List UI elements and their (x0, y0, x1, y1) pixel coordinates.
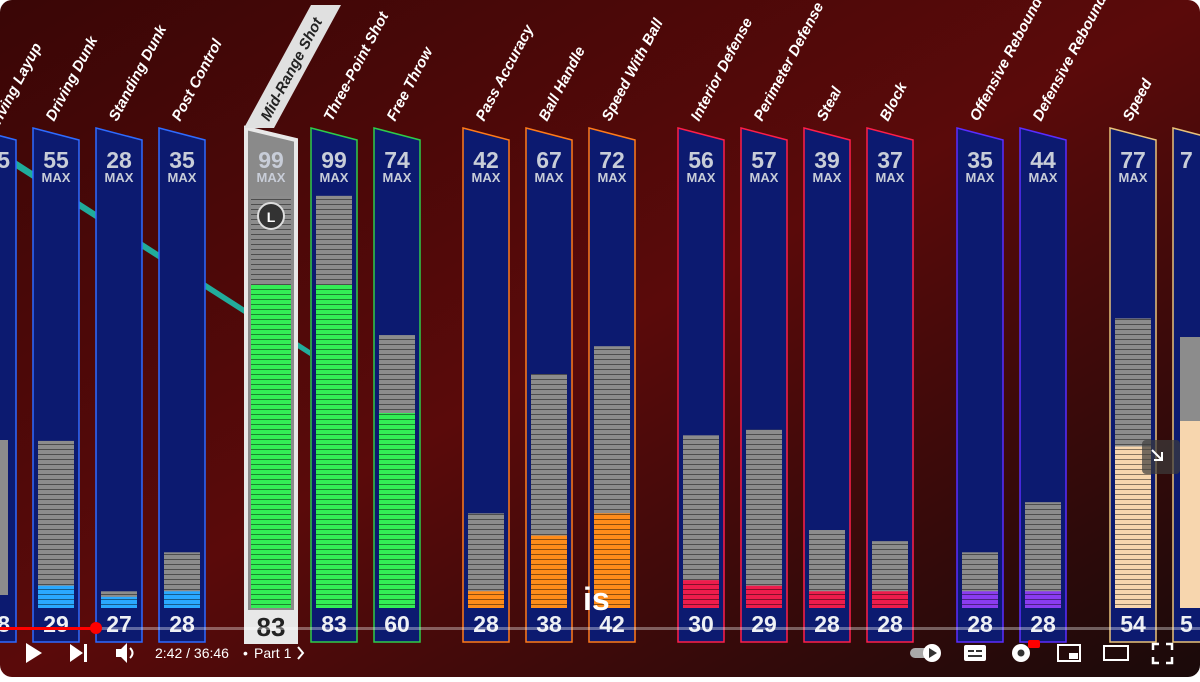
current-value: 28 (814, 611, 840, 637)
next-button[interactable] (70, 644, 87, 662)
captions-button[interactable] (964, 645, 986, 661)
current-value: 27 (106, 611, 132, 637)
current-value: 28 (967, 611, 993, 637)
bar-stripes (38, 440, 74, 608)
max-label: MAX (687, 170, 716, 185)
max-label: MAX (876, 170, 905, 185)
max-label: MAX (42, 170, 71, 185)
max-value: 99 (258, 147, 284, 173)
current-value: 28 (169, 611, 195, 637)
current-value: 29 (43, 611, 69, 637)
max-label: MAX (168, 170, 197, 185)
current-value: 60 (384, 611, 410, 637)
current-value: 8 (0, 611, 10, 637)
max-value: 37 (877, 147, 903, 173)
bar-stripes (101, 591, 137, 608)
max-value: 35 (967, 147, 993, 173)
bar-stripes (251, 195, 291, 608)
max-label: MAX (535, 170, 564, 185)
max-value: 5 (0, 147, 10, 173)
max-label: MAX (1029, 170, 1058, 185)
max-value: 39 (814, 147, 840, 173)
current-value: 30 (688, 611, 714, 637)
subtitle: is (583, 581, 610, 617)
max-label: MAX (750, 170, 779, 185)
bar-stripes (872, 541, 908, 608)
max-value: 56 (688, 147, 714, 173)
chapter-title[interactable]: Part 1 (254, 645, 292, 661)
progress-played (0, 627, 96, 630)
current-value: 5 (1180, 611, 1193, 637)
partial-bar (1180, 337, 1200, 421)
autoplay-toggle[interactable] (910, 644, 941, 662)
attribute-column (956, 127, 1004, 643)
theater-button[interactable] (1103, 645, 1129, 661)
bar-stripes (683, 435, 719, 608)
bar-stripes (531, 374, 567, 608)
fullscreen-button[interactable] (1151, 642, 1174, 665)
current-value: 29 (751, 611, 777, 637)
bar-stripes (316, 195, 352, 608)
max-value: 72 (599, 147, 625, 173)
max-value: 99 (321, 147, 347, 173)
current-value: 28 (877, 611, 903, 637)
bar-stripes (962, 552, 998, 608)
max-value: 77 (1120, 147, 1146, 173)
bar-stripes (1025, 502, 1061, 608)
attribute-column (866, 127, 914, 643)
max-label: MAX (383, 170, 412, 185)
max-label: MAX (966, 170, 995, 185)
progress-handle[interactable] (90, 622, 102, 634)
attribute-column (95, 127, 143, 643)
volume-button[interactable] (116, 643, 134, 663)
max-label: MAX (257, 170, 286, 185)
max-label: MAX (472, 170, 501, 185)
max-label: MAX (320, 170, 349, 185)
partial-bar (1180, 421, 1200, 608)
current-value: 28 (473, 611, 499, 637)
bar-stripes (468, 513, 504, 608)
bar-stripes (164, 552, 200, 608)
partial-bar (0, 440, 8, 595)
max-value: 67 (536, 147, 562, 173)
current-value: 28 (1030, 611, 1056, 637)
bar-stripes (594, 346, 630, 608)
max-value: 74 (384, 147, 410, 173)
bar-stripes (379, 335, 415, 608)
pip-icon[interactable] (1142, 440, 1180, 474)
current-value: 38 (536, 611, 562, 637)
max-label: MAX (598, 170, 627, 185)
badge (257, 202, 285, 230)
max-label: MAX (105, 170, 134, 185)
miniplayer-button[interactable] (1057, 644, 1081, 662)
max-label: MAX (1119, 170, 1148, 185)
attribute-column (803, 127, 851, 643)
current-value: 42 (599, 611, 625, 637)
current-value: 54 (1120, 611, 1146, 637)
max-value: 55 (43, 147, 69, 173)
current-value: 83 (257, 612, 286, 642)
badge-letter: L (267, 209, 276, 225)
max-value: 44 (1030, 147, 1056, 173)
max-value: 35 (169, 147, 195, 173)
max-value: 28 (106, 147, 132, 173)
chapter-dot: • (243, 645, 248, 661)
bar-stripes (809, 530, 845, 608)
play-button[interactable] (26, 643, 42, 663)
attribute-column (158, 127, 206, 643)
bar-stripes (746, 429, 782, 608)
current-value: 83 (321, 611, 347, 637)
name-tab (244, 5, 341, 128)
chapter-arrow[interactable] (297, 646, 305, 660)
max-value: 42 (473, 147, 499, 173)
time-display: 2:42 / 36:46 (155, 645, 229, 661)
max-value: 57 (751, 147, 777, 173)
progress-track[interactable] (0, 627, 1200, 630)
max-label: MAX (813, 170, 842, 185)
value-box (248, 610, 294, 644)
settings-button[interactable] (1012, 640, 1040, 662)
max-value: 7 (1180, 147, 1193, 173)
